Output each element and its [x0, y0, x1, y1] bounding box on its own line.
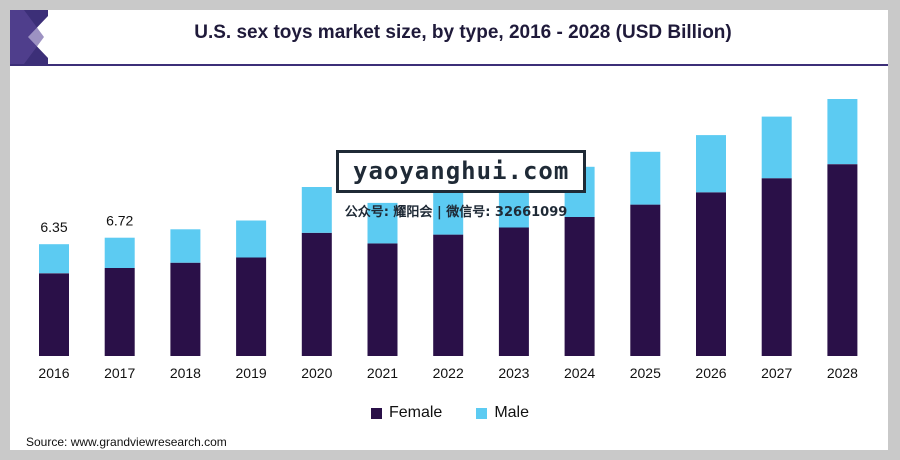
- legend-label-female: Female: [388, 404, 443, 421]
- title-rule: [10, 64, 888, 66]
- x-tick-label-2021: 2021: [367, 365, 398, 381]
- x-tick-label-2016: 2016: [38, 365, 69, 381]
- bar-male-2021: [367, 202, 398, 244]
- bar-female-2028: [827, 164, 858, 356]
- source-note: Source: www.grandviewresearch.com: [26, 435, 227, 449]
- chart-title: U.S. sex toys market size, by type, 2016…: [194, 22, 732, 43]
- legend-label-male: Male: [494, 404, 530, 421]
- x-tick-label-2023: 2023: [498, 365, 529, 381]
- bar-male-2018: [170, 229, 201, 263]
- bar-female-2018: [170, 262, 201, 356]
- bar-male-2016: [39, 244, 69, 274]
- bar-male-2026: [696, 135, 726, 193]
- bar-male-2019: [236, 220, 267, 258]
- data-label-2017: 6.72: [106, 213, 133, 229]
- x-tick-label-2017: 2017: [104, 365, 135, 381]
- bar-male-2025: [630, 151, 661, 205]
- bar-female-2027: [761, 178, 792, 356]
- x-tick-label-2028: 2028: [827, 365, 858, 381]
- watermark-main: yaoyanghui.com: [336, 150, 587, 193]
- bar-female-2020: [301, 232, 332, 356]
- x-axis-labels: 2016 2017 2018 2019 2020 2021 2022 2023 2024 2025…: [38, 365, 858, 381]
- bar-female-2025: [630, 204, 661, 356]
- bar-chart: 2016 2017 2018 2019 2020 2021 2022 2023 2024 2025…: [38, 99, 858, 381]
- data-label-2016: 6.35: [40, 219, 67, 235]
- data-labels: 6.35 6.72: [40, 213, 133, 236]
- bar-male-2027: [761, 116, 792, 179]
- bar-female-2024: [564, 217, 595, 356]
- legend-swatch-male: [476, 407, 488, 419]
- legend: Female Male: [0, 404, 900, 422]
- legend-item-male: Male: [476, 404, 529, 422]
- x-tick-label-2022: 2022: [433, 365, 464, 381]
- bar-female-2026: [696, 192, 726, 356]
- x-tick-label-2019: 2019: [236, 365, 267, 381]
- bar-female-2016: [39, 273, 69, 356]
- x-tick-label-2018: 2018: [170, 365, 201, 381]
- x-tick-label-2026: 2026: [695, 365, 726, 381]
- x-tick-label-2025: 2025: [630, 365, 661, 381]
- bar-female-2017: [104, 268, 135, 356]
- bar-female-2022: [433, 234, 464, 356]
- bar-female-2021: [367, 243, 398, 356]
- x-tick-label-2024: 2024: [564, 365, 595, 381]
- header-band: [10, 10, 888, 64]
- legend-swatch-female: [370, 407, 382, 419]
- watermark: yaoyanghui.com 公众号: 耀阳会 | 微信号: 32661099: [336, 150, 587, 220]
- watermark-sub: 公众号: 耀阳会 | 微信号: 32661099: [344, 205, 568, 220]
- x-tick-label-2027: 2027: [761, 365, 792, 381]
- bar-male-2028: [827, 99, 858, 165]
- bar-male-2020: [301, 187, 332, 233]
- bars-group: [39, 99, 858, 356]
- legend-item-female: Female: [370, 404, 443, 422]
- bar-female-2019: [236, 257, 267, 356]
- x-tick-label-2020: 2020: [301, 365, 332, 381]
- bar-male-2022: [433, 190, 464, 235]
- bar-female-2023: [498, 227, 529, 356]
- bar-male-2017: [104, 237, 135, 268]
- corner-tab-decoration: [10, 10, 48, 64]
